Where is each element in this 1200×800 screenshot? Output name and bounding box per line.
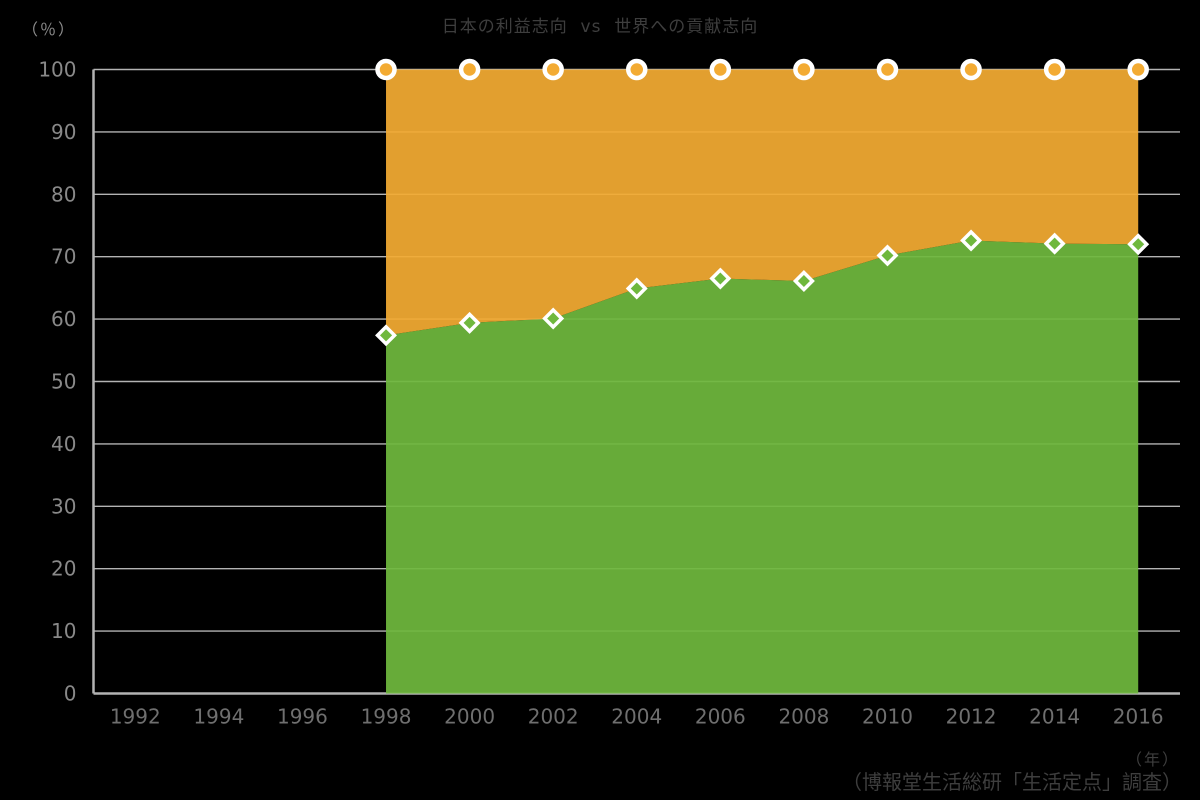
x-tick-label: 2002 <box>528 705 579 729</box>
circle-marker <box>793 58 815 81</box>
circle-marker <box>375 58 397 81</box>
diamond-marker <box>1127 233 1150 256</box>
diamond-marker <box>625 277 648 300</box>
y-tick-label: 40 <box>51 432 76 456</box>
y-tick-label: 70 <box>51 245 76 269</box>
diamond-marker <box>792 270 815 293</box>
x-tick-label: 1994 <box>193 705 244 729</box>
diamond-marker <box>960 229 983 252</box>
y-tick-label: 100 <box>38 58 76 82</box>
circle-marker <box>876 58 899 81</box>
x-tick-label: 2016 <box>1113 705 1164 729</box>
y-tick-label: 80 <box>51 182 76 206</box>
x-tick-label: 1996 <box>277 705 328 729</box>
y-tick-label: 10 <box>51 619 76 643</box>
y-axis-unit-label: （％） <box>22 20 77 39</box>
y-tick-label: 50 <box>51 370 76 394</box>
circle-marker <box>458 58 481 81</box>
x-axis-unit-label: （年） <box>1125 750 1180 769</box>
diamond-marker <box>375 324 397 347</box>
x-tick-label: 2000 <box>444 705 495 729</box>
x-tick-label: 2012 <box>946 705 997 729</box>
x-tick-label: 2006 <box>695 705 746 729</box>
x-tick-label: 2004 <box>611 705 662 729</box>
diamond-marker <box>458 311 481 334</box>
x-tick-label: 2014 <box>1029 705 1080 729</box>
area-bottom-green-area <box>386 240 1139 694</box>
circle-marker <box>542 58 564 81</box>
y-tick-label: 90 <box>51 120 76 144</box>
circle-marker <box>1127 58 1149 81</box>
x-tick-label: 2010 <box>862 705 913 729</box>
diamond-marker <box>709 267 732 290</box>
diamond-marker <box>876 244 899 267</box>
x-tick-label: 1992 <box>110 705 161 729</box>
diamond-marker <box>542 307 565 330</box>
y-tick-label: 20 <box>51 557 76 581</box>
chart-title: 日本の利益志向 vs 世界への貢献志向 <box>441 17 759 37</box>
y-tick-label: 0 <box>64 682 77 706</box>
y-tick-label: 60 <box>51 307 76 331</box>
y-tick-label: 30 <box>51 494 76 518</box>
x-tick-label: 2008 <box>778 705 829 729</box>
source-note: （博報堂生活総研「生活定点」調査） <box>842 770 1182 794</box>
area-top-orange-area <box>386 69 1139 336</box>
circle-marker <box>1043 58 1066 81</box>
circle-marker <box>960 58 982 81</box>
x-tick-label: 1998 <box>361 705 412 729</box>
circle-marker <box>709 58 732 81</box>
diamond-marker <box>1043 232 1066 255</box>
circle-marker <box>626 58 648 81</box>
